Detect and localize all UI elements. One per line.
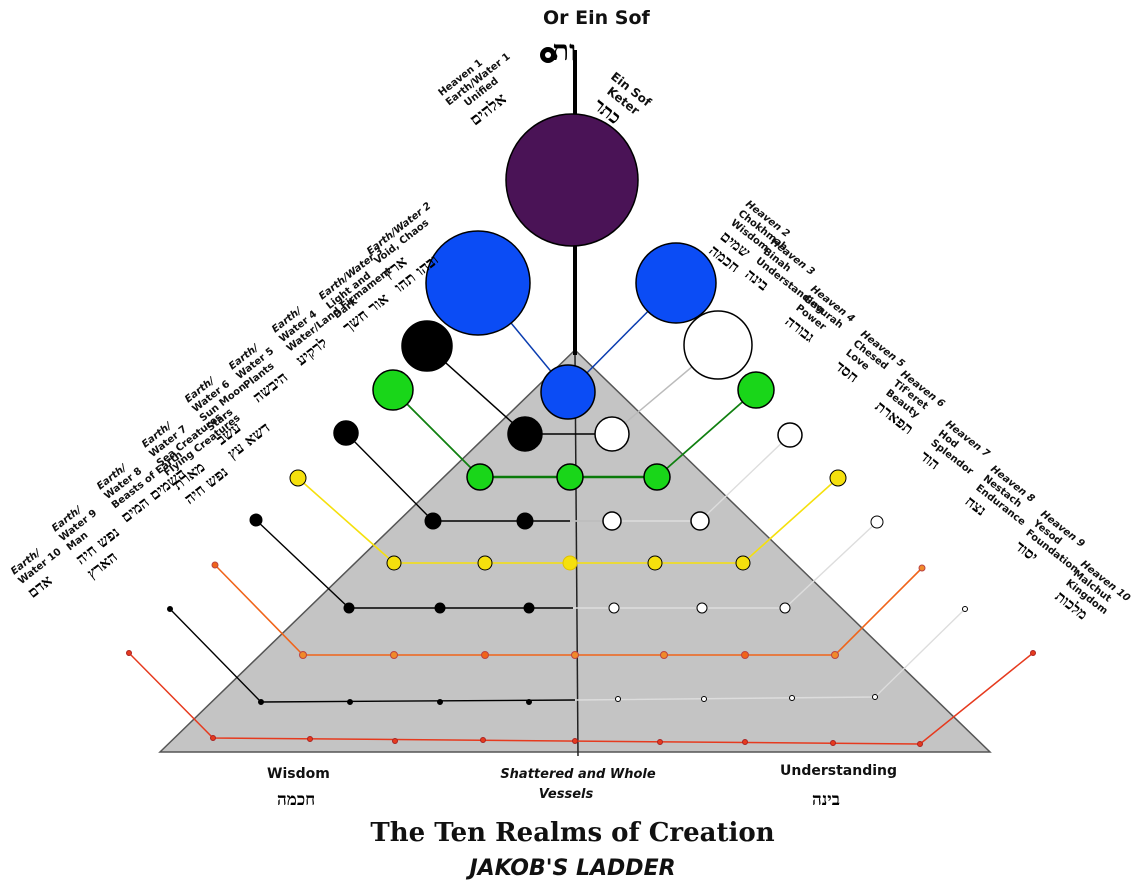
base-red-node-4 <box>480 737 486 743</box>
malchut-black-node-3 <box>437 699 443 705</box>
yesod-node-4 <box>571 651 579 659</box>
malchut-black-node-0 <box>167 606 173 612</box>
hod-inner-1 <box>386 555 402 571</box>
chokhmah-vessel <box>425 230 531 336</box>
base-red-node-8 <box>830 740 836 746</box>
hod-inner-2 <box>477 555 493 571</box>
keter-vessel <box>505 113 639 247</box>
sub-title: JAKOB'S LADDER <box>469 856 676 881</box>
sefirot-nodes <box>126 113 1036 747</box>
malchut-black-node-1 <box>258 699 264 705</box>
yesod-orange-line <box>214 564 923 656</box>
hod-inner-center <box>562 555 578 571</box>
ein-sof-point-core <box>545 52 551 58</box>
chesed-inner-right <box>643 463 671 491</box>
netzach-black-outer <box>249 513 263 527</box>
chesed-right-vessel <box>737 371 775 409</box>
yesod-node-3 <box>481 651 489 659</box>
base-red-node-9 <box>917 741 923 747</box>
tiferet-white-inner-2 <box>690 511 710 531</box>
tiferet-white-outer <box>777 422 803 448</box>
crown-left-label: Heaven 1 Earth/Water 1 Unified אלהים <box>437 51 513 129</box>
base-red-node-2 <box>307 736 313 742</box>
yesod-node-6 <box>741 651 749 659</box>
yesod-node-7 <box>831 651 839 659</box>
pyramid <box>158 348 992 753</box>
or-ein-sof-title: Or Ein Sof <box>543 7 651 29</box>
base-red-node-1 <box>210 735 216 741</box>
tiferet-black-inner-1 <box>424 512 442 530</box>
hod-inner-3 <box>647 555 663 571</box>
malchut-white-node-2 <box>789 695 795 701</box>
netzach-black-1 <box>343 602 355 614</box>
base-center-label-1: Shattered and Whole <box>500 767 656 782</box>
tiferet-black-outer <box>333 420 359 446</box>
malchut-white-node-3 <box>872 694 878 700</box>
netzach-white-3 <box>779 602 791 614</box>
yesod-node-8 <box>918 564 926 572</box>
top-glyph: ות <box>552 34 576 67</box>
base-red-node-3 <box>392 738 398 744</box>
base-red-node-0 <box>126 650 132 656</box>
netzach-black-3 <box>523 602 535 614</box>
base-red-node-6 <box>657 739 663 745</box>
base-understanding-label: Understanding <box>780 763 897 779</box>
malchut-black-node-4 <box>526 699 532 705</box>
gevurah-white-vessel <box>683 310 753 380</box>
yesod-node-1 <box>299 651 307 659</box>
main-title: The Ten Realms of Creation <box>370 818 775 848</box>
base-center-label-2: Vessels <box>539 787 594 802</box>
tiferet-white-inner-1 <box>602 511 622 531</box>
netzach-white-outer <box>870 515 884 529</box>
base-wisdom-hebrew: חכמה <box>277 790 315 810</box>
base-red-line <box>128 652 1034 745</box>
hod-left-outer <box>289 469 307 487</box>
gevurah-black-vessel <box>401 320 453 372</box>
chesed-left-vessel <box>372 369 414 411</box>
netzach-white-1 <box>608 602 620 614</box>
base-red-node-10 <box>1030 650 1036 656</box>
netzach-black-2 <box>434 602 446 614</box>
malchut-white-node-1 <box>701 696 707 702</box>
yesod-node-0 <box>211 561 219 569</box>
malchut-black-node-2 <box>347 699 353 705</box>
tiferet-black-inner-2 <box>516 512 534 530</box>
yesod-node-2 <box>390 651 398 659</box>
base-red-node-5 <box>572 738 578 744</box>
netzach-white-2 <box>696 602 708 614</box>
base-wisdom-label: Wisdom <box>267 766 330 782</box>
chesed-inner-center <box>556 463 584 491</box>
blue-center-vessel <box>540 364 596 420</box>
malchut-white-node-4 <box>962 606 968 612</box>
hod-inner-4 <box>735 555 751 571</box>
level4-black-inner <box>507 416 543 452</box>
base-red-node-7 <box>742 739 748 745</box>
base-understanding-hebrew: בינה <box>812 790 840 810</box>
malchut-white-node-0 <box>615 696 621 702</box>
binah-vessel <box>635 242 717 324</box>
central-axis-lower <box>574 354 579 757</box>
level4-white-inner <box>594 416 630 452</box>
chesed-inner-left <box>466 463 494 491</box>
hod-right-outer <box>829 469 847 487</box>
yesod-node-5 <box>660 651 668 659</box>
